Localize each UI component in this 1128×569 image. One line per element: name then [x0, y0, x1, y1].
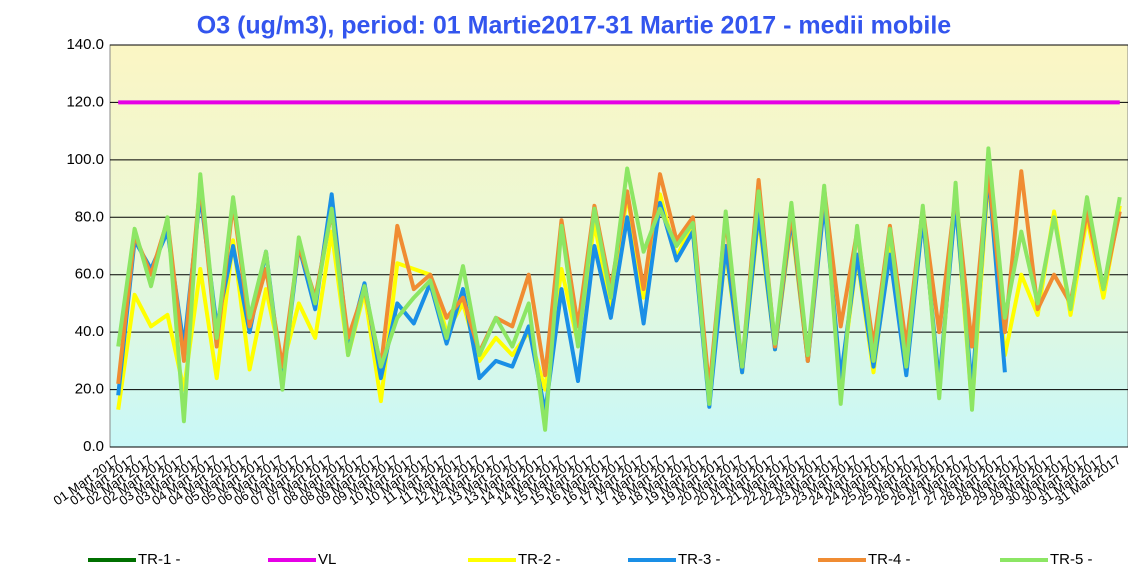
legend-label: TR-4 -	[868, 551, 911, 568]
y-tick-label: 140.0	[66, 36, 104, 53]
y-tick-label: 20.0	[75, 381, 104, 398]
y-tick-label: 40.0	[75, 323, 104, 340]
series-line	[116, 146, 1122, 432]
legend-label: TR-2 -	[518, 551, 561, 568]
legend-label: TR-5 -	[1050, 551, 1093, 568]
legend-label: TR-1 -	[138, 551, 181, 568]
y-tick-label: 60.0	[75, 266, 104, 283]
y-tick-label: 120.0	[66, 93, 104, 110]
y-tick-label: 100.0	[66, 151, 104, 168]
y-tick-label: 0.0	[83, 438, 104, 455]
legend-label: TR-3 -	[678, 551, 721, 568]
y-tick-label: 80.0	[75, 208, 104, 225]
legend-label: VL	[318, 551, 336, 568]
chart-title: O3 (ug/m3), period: 01 Martie2017-31 Mar…	[197, 12, 952, 40]
